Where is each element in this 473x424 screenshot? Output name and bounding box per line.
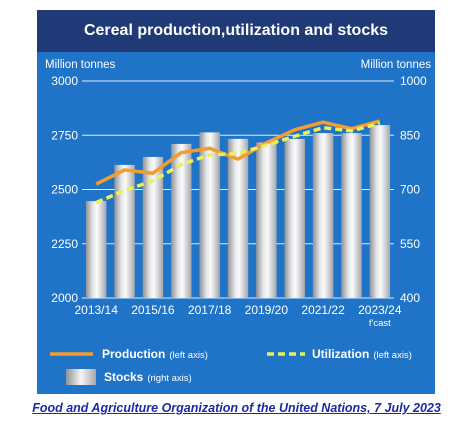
right-unit-label: Million tonnes [361, 59, 432, 71]
x-tick-label: 2017/18 [188, 303, 232, 317]
right-tick-label: 700 [400, 183, 420, 197]
left-tick-label: 3000 [51, 74, 78, 88]
x-tick-label: 2019/20 [245, 303, 289, 317]
x-tick-label: 2015/16 [131, 303, 175, 317]
legend-utilization-name: Utilization [312, 347, 369, 361]
stocks-bar [114, 164, 135, 298]
legend-stocks-label: Stocks (right axis) [104, 370, 192, 384]
legend-stocks-axis-note: (right axis) [147, 373, 191, 384]
stocks-bar [171, 143, 192, 298]
stocks-bar [312, 133, 334, 298]
stocks-bar [227, 138, 249, 298]
legend-utilization-label: Utilization (left axis) [312, 347, 412, 361]
left-tick-label: 2500 [51, 183, 78, 197]
right-tick-label: 400 [400, 291, 420, 305]
legend-production-name: Production [102, 347, 165, 361]
right-tick-label: 850 [400, 128, 420, 142]
stocks-bar [284, 138, 305, 298]
source-link[interactable]: Food and Agriculture Organization of the… [32, 401, 441, 415]
x-tick-label: 2013/14 [74, 303, 118, 317]
legend-stocks-name: Stocks [104, 370, 144, 384]
left-tick-label: 2000 [51, 291, 78, 305]
utilization-line [95, 121, 381, 205]
left-unit-label: Million tonnes [45, 59, 116, 71]
legend-utilization-axis-note: (left axis) [373, 350, 412, 361]
x-tick-label: 2021/22 [301, 303, 345, 317]
production-line [95, 119, 381, 186]
stocks-bar [199, 132, 220, 298]
chart-title: Cereal production,utilization and stocks [37, 10, 435, 52]
stocks-bar [341, 133, 362, 298]
stocks-bar [369, 125, 391, 298]
stocks-bar [256, 142, 277, 298]
left-tick-label: 2250 [51, 237, 78, 251]
legend-production-label: Production (left axis) [102, 347, 208, 361]
x-tick-sublabel: f'cast [369, 318, 391, 329]
legend-stocks-swatch [66, 369, 96, 385]
right-tick-label: 550 [400, 237, 420, 251]
x-tick-label: 2023/24 [358, 303, 402, 317]
right-tick-label: 1000 [400, 74, 427, 88]
stocks-bar [142, 156, 164, 298]
stocks-bar [85, 201, 107, 298]
legend-production-axis-note: (left axis) [169, 350, 208, 361]
left-tick-label: 2750 [51, 128, 78, 142]
